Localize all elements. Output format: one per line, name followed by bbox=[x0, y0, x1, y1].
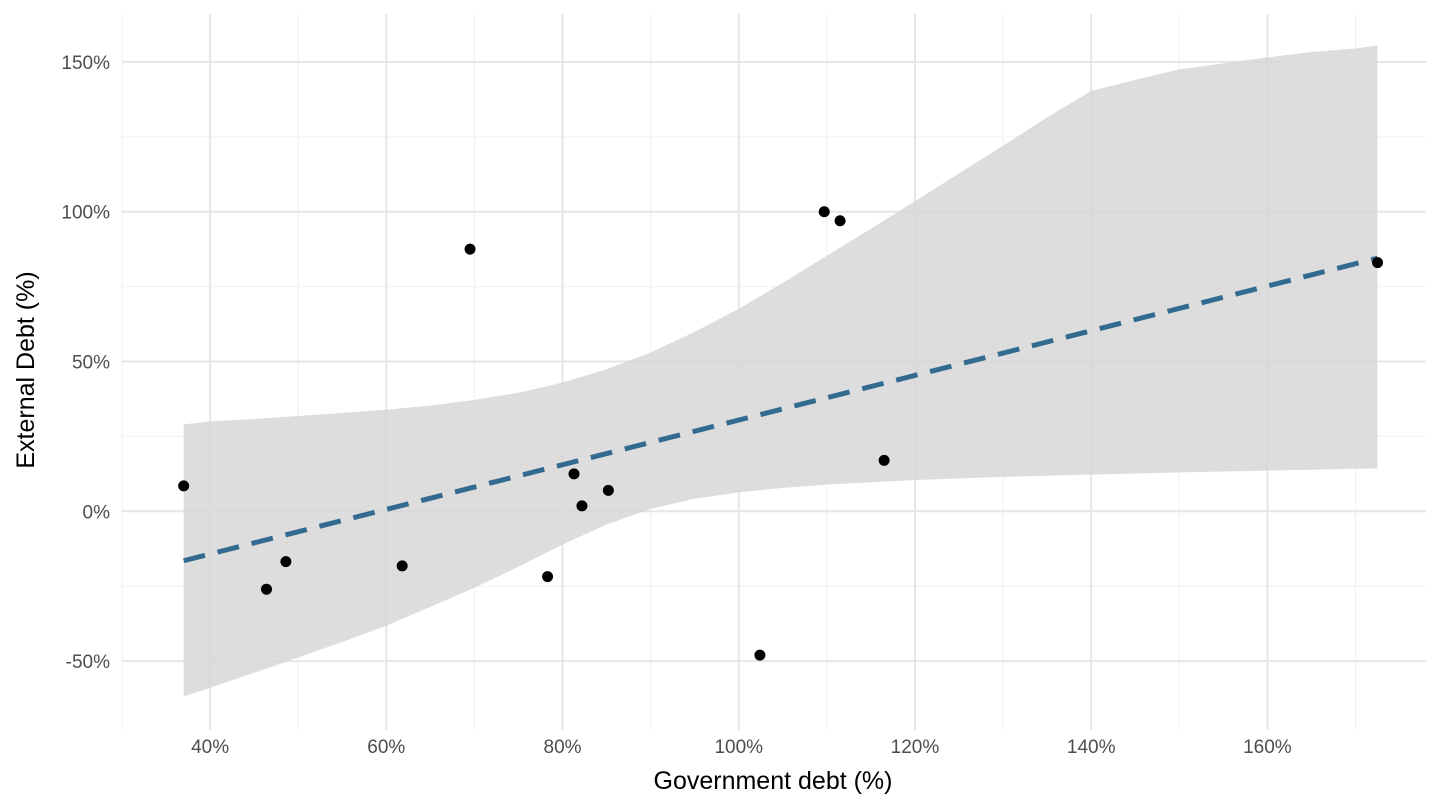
x-axis-title: Government debt (%) bbox=[654, 767, 893, 795]
x-tick-label: 140% bbox=[1067, 737, 1116, 758]
data-point bbox=[542, 571, 554, 583]
data-point bbox=[602, 484, 614, 496]
data-point bbox=[878, 454, 890, 466]
data-point bbox=[1372, 257, 1384, 269]
y-axis-title: External Debt (%) bbox=[12, 271, 40, 468]
data-points bbox=[178, 206, 1384, 661]
x-tick-label: 100% bbox=[714, 737, 763, 758]
data-point bbox=[178, 480, 190, 492]
data-point bbox=[260, 583, 272, 595]
y-tick-label: -50% bbox=[66, 652, 110, 673]
x-tick-label: 60% bbox=[367, 737, 405, 758]
y-tick-label: 100% bbox=[61, 203, 110, 224]
data-point bbox=[818, 206, 830, 218]
x-tick-label: 120% bbox=[891, 737, 940, 758]
x-axis-ticks: 40% 60% 80% 100% 120% 140% 160% bbox=[191, 737, 1292, 758]
data-point bbox=[464, 243, 476, 255]
confidence-band-area bbox=[183, 45, 1378, 697]
trend-line bbox=[183, 255, 1379, 564]
data-point bbox=[576, 500, 588, 512]
y-axis-ticks: -50% 0% 50% 100% 150% bbox=[61, 53, 110, 673]
y-tick-label: 0% bbox=[83, 502, 111, 523]
x-tick-label: 80% bbox=[544, 737, 582, 758]
data-point bbox=[280, 556, 292, 568]
data-point bbox=[834, 215, 846, 227]
y-tick-label: 150% bbox=[61, 53, 110, 74]
x-tick-label: 40% bbox=[191, 737, 229, 758]
data-point bbox=[396, 560, 408, 572]
trend-line-group bbox=[183, 255, 1379, 564]
data-point bbox=[568, 468, 580, 480]
x-tick-label: 160% bbox=[1243, 737, 1292, 758]
confidence-band bbox=[183, 45, 1378, 697]
data-point bbox=[754, 649, 766, 661]
y-tick-label: 50% bbox=[72, 353, 110, 374]
